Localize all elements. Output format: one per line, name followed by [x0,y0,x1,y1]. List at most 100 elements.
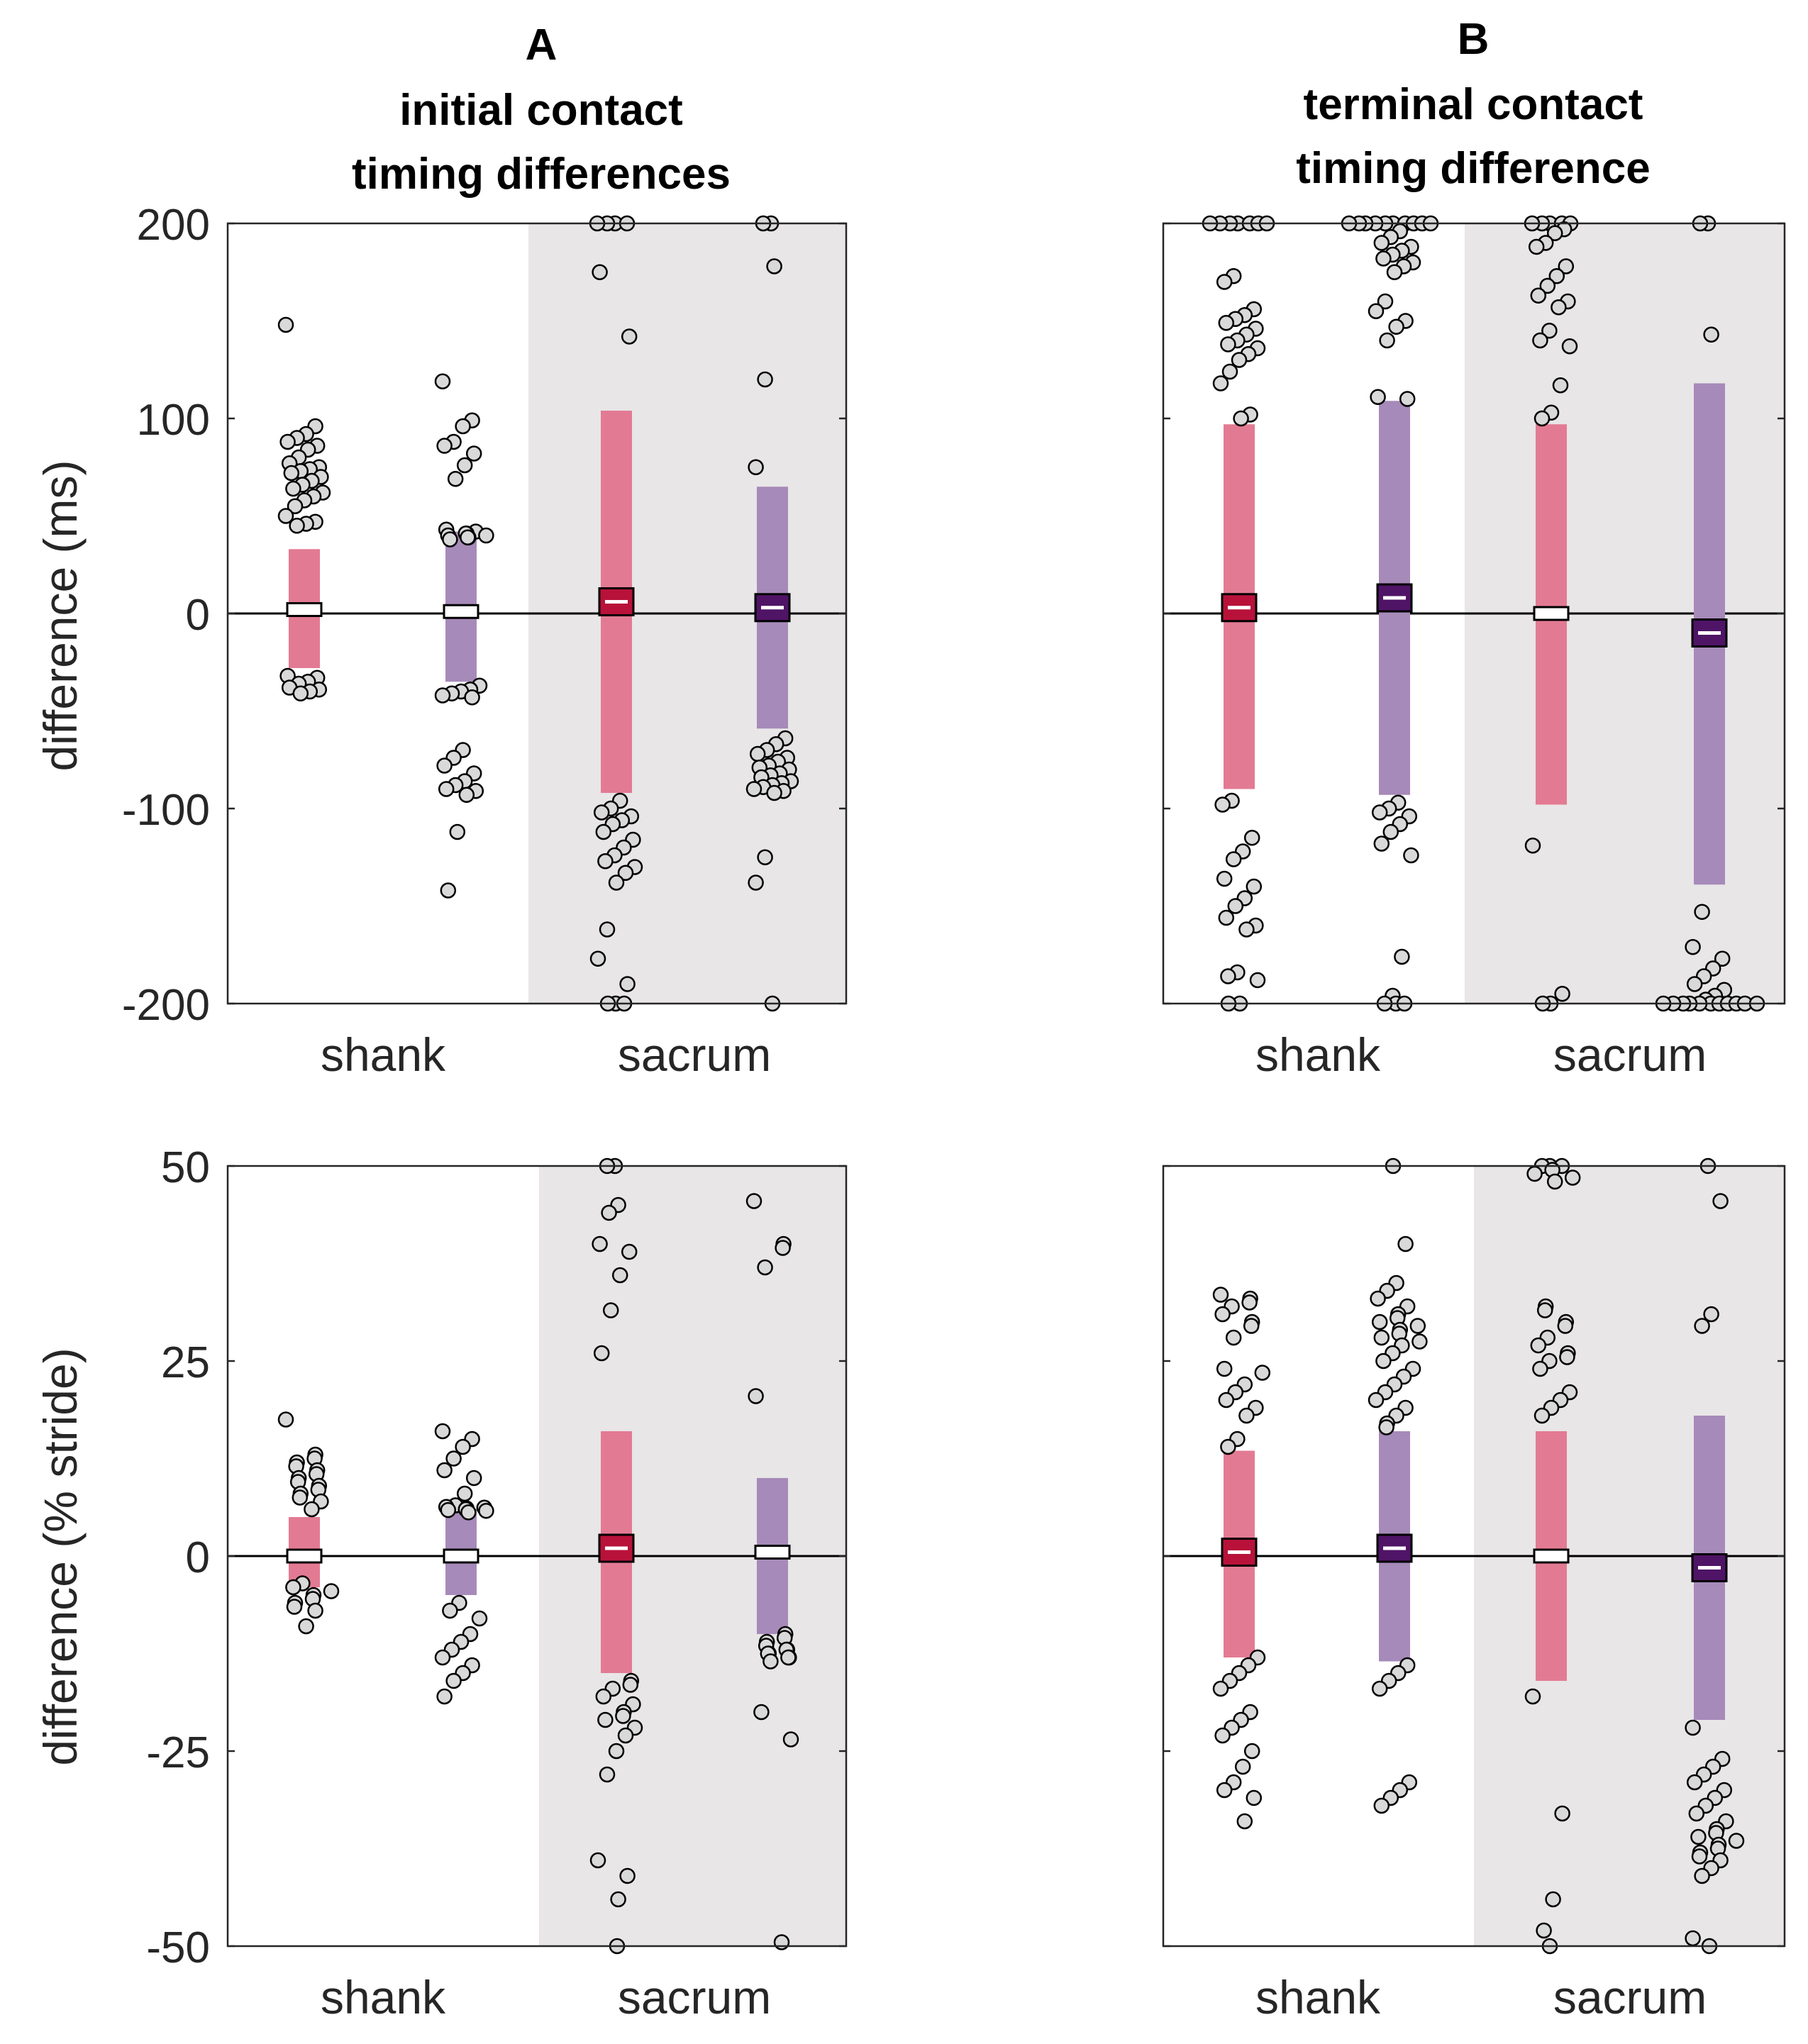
data-point-shank-left [277,508,294,524]
data-point-sacrum-left [1532,332,1548,349]
data-point-shank-left [307,1602,323,1619]
data-point-sacrum-left [615,1708,631,1724]
y-tick-label: -50 [146,1923,210,1972]
data-point-shank-right [449,823,466,840]
data-point-shank-right [1382,823,1399,840]
data-point-sacrum-left [599,1766,616,1783]
data-point-shank-left [1221,363,1238,380]
y-tick-label: 0 [186,1533,210,1582]
data-point-sacrum-left [1536,1922,1552,1939]
data-point-sacrum-right [1694,1318,1710,1334]
plot-a-top [226,215,848,1012]
data-point-sacrum-right [757,1259,773,1276]
data-point-shank-left [1225,851,1242,867]
data-point-shank-right [478,527,494,544]
data-point-shank-right [440,882,457,899]
data-point-sacrum-right [745,781,762,797]
data-point-shank-left [292,685,309,701]
data-point-shank-right [442,531,458,548]
data-point-shank-left [1212,1287,1229,1303]
panel-b-title-line-1: terminal contact [1304,80,1643,129]
plot-b-top [1162,215,1786,1012]
data-point-shank-right [458,787,475,803]
data-point-sacrum-left [1548,268,1565,284]
data-point-shank-right [445,1450,462,1467]
data-point-shank-right [1394,948,1410,965]
data-point-shank-right [1378,1419,1394,1435]
data-point-sacrum-right [766,258,782,274]
data-point-shank-right [436,757,453,774]
data-point-sacrum-left [1554,986,1570,1002]
data-point-shank-left [1227,898,1244,914]
panel-a-title-line-1: initial contact [399,86,683,135]
data-point-sacrum-right [745,1193,762,1209]
data-point-shank-right [1409,1318,1426,1334]
data-point-sacrum-left [621,1243,638,1260]
data-point-shank-left [298,1618,314,1635]
data-point-sacrum-right [1685,1719,1701,1736]
data-point-sacrum-left [617,1727,634,1744]
data-point-sacrum-left [1554,1805,1570,1822]
plot-frame [226,1165,848,1948]
data-point-shank-right [1403,847,1419,864]
data-point-shank-right [460,1504,477,1521]
data-point-shank-right [1373,1797,1390,1814]
data-point-sacrum-right [1714,950,1731,967]
data-point-shank-left [323,1583,340,1599]
data-point-shank-right [471,1610,488,1627]
data-point-shank-left [286,1599,303,1615]
data-point-sacrum-left [589,1852,606,1869]
data-point-shank-right [1375,1353,1392,1370]
data-point-shank-left [287,498,304,514]
data-point-shank-left [285,1579,301,1596]
data-point-sacrum-left [1561,338,1578,355]
data-point-shank-left [1243,830,1260,846]
data-point-shank-left [289,518,305,534]
data-point-shank-right [1370,1290,1386,1307]
data-point-shank-left [279,433,296,450]
data-point-shank-left [1233,410,1249,427]
category-label-sacrum: sacrum [1553,1028,1707,1081]
data-point-shank-right [436,1688,453,1705]
data-point-shank-right [1371,1313,1388,1331]
data-point-sacrum-left [1536,1302,1553,1318]
data-point-shank-left [1236,1813,1253,1830]
data-point-shank-right [434,373,451,389]
data-point-sacrum-left [608,1743,625,1760]
data-point-sacrum-right [782,1731,799,1748]
data-point-shank-right [1397,1235,1414,1252]
data-point-sacrum-right [766,784,782,801]
data-point-shank-left [1220,968,1236,984]
plot-frame [1162,1165,1786,1948]
data-point-sacrum-left [593,1345,610,1362]
data-point-sacrum-left [1524,838,1541,854]
data-point-shank-left [285,480,301,497]
data-point-sacrum-left [610,1891,626,1908]
data-point-sacrum-left [1541,323,1558,339]
data-point-shank-right [1368,303,1385,319]
data-point-shank-left [1234,1758,1251,1775]
data-point-sacrum-left [1546,1173,1563,1190]
data-point-sacrum-right [1686,976,1703,992]
data-point-sacrum-left [1564,1170,1581,1186]
data-point-shank-right [438,781,455,797]
y-tick-label: -25 [146,1728,210,1777]
data-point-sacrum-right [1685,1930,1701,1947]
data-point-shank-right [465,445,482,462]
data-point-shank-left [1231,352,1248,368]
y-axis-label-top: difference (ms) [34,460,87,772]
data-point-sacrum-left [621,328,638,345]
data-point-shank-left [1238,1407,1255,1424]
data-point-shank-right [434,687,451,704]
data-point-shank-right [1371,1680,1388,1697]
category-label-shank: shank [1255,1971,1381,2023]
data-point-sacrum-right [1712,1193,1729,1209]
data-point-shank-left [1212,1680,1229,1697]
data-point-shank-right [455,418,471,435]
data-point-shank-left [1214,1727,1231,1744]
plot-frame [226,222,848,1005]
data-point-shank-right [1370,389,1386,405]
data-point-sacrum-left [1526,1165,1543,1182]
data-point-sacrum-left [595,823,612,840]
panel-b-title-line-2: timing difference [1296,144,1651,193]
